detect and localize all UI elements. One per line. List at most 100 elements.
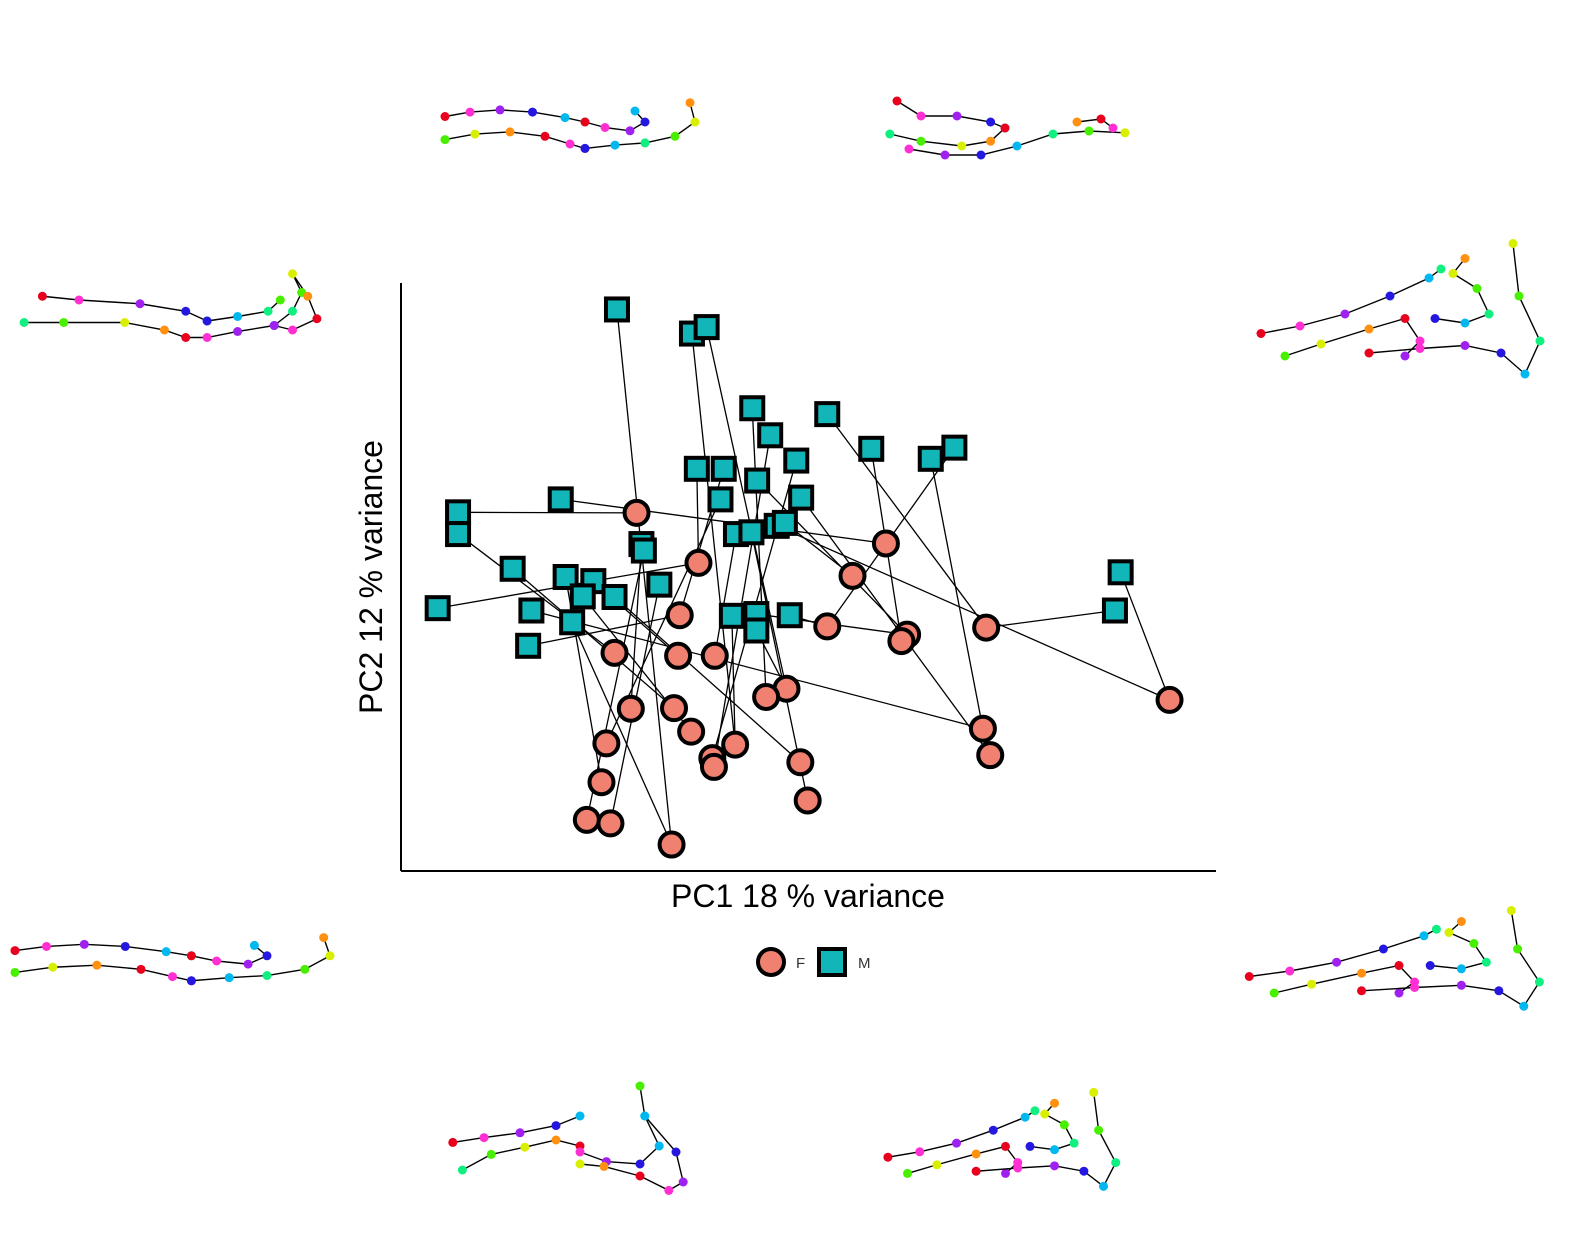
point-f <box>972 613 1001 642</box>
shape-landmark <box>540 131 550 141</box>
shape-landmark <box>440 135 450 145</box>
shape-landmark <box>904 144 914 154</box>
shape-landmark <box>1456 917 1466 926</box>
point-m <box>499 555 526 582</box>
shape-outline <box>579 1085 661 1165</box>
shape-landmark <box>600 123 610 132</box>
shape-landmark <box>1513 944 1523 954</box>
shape-outline <box>579 1115 685 1192</box>
shape-landmark <box>1469 939 1479 948</box>
legend: F M <box>756 947 871 977</box>
shape-landmark <box>319 933 329 943</box>
connector-line <box>751 408 767 697</box>
shape-landmark <box>1111 1158 1121 1168</box>
point-f <box>1155 685 1184 714</box>
shape-landmark <box>678 1177 688 1187</box>
shape-landmark <box>971 1149 981 1159</box>
plot-area <box>400 283 1216 872</box>
shape-landmark <box>37 291 47 301</box>
x-axis-title: PC1 18 % variance <box>671 878 945 914</box>
shape-landmark <box>1120 128 1130 138</box>
connector-line <box>705 326 788 689</box>
shape-landmark <box>269 321 279 330</box>
data-points <box>424 296 1184 859</box>
point-m <box>445 499 472 526</box>
shape-landmark <box>610 140 620 150</box>
shape-landmark <box>671 1147 681 1157</box>
shape-landmark <box>670 131 680 141</box>
shape-landmark <box>168 972 177 982</box>
shape-landmark <box>303 291 313 301</box>
point-f <box>616 694 645 723</box>
point-m <box>646 571 673 598</box>
shape-landmark <box>1460 341 1470 350</box>
point-m <box>547 486 574 513</box>
shape-landmark <box>249 940 259 950</box>
shape-landmark <box>565 139 575 149</box>
shape-landmark <box>1285 966 1295 976</box>
legend-marker-m <box>817 947 847 977</box>
shape-landmark <box>1048 129 1058 139</box>
shape-landmark <box>262 951 272 961</box>
shape-landmark <box>470 129 480 139</box>
point-m <box>603 296 630 323</box>
point-f <box>793 786 822 815</box>
shape-landmark <box>580 117 590 127</box>
shape-landmark <box>1424 273 1434 283</box>
connector-line <box>714 533 737 656</box>
connector-line <box>776 525 1170 701</box>
point-f <box>622 498 651 527</box>
shape-landmark <box>212 956 222 966</box>
shape-landmark <box>1496 348 1506 358</box>
shape-landmark <box>262 971 272 981</box>
shape-landmark <box>1079 1166 1089 1176</box>
shape-landmark <box>202 333 212 342</box>
shape-landmark <box>1099 1181 1108 1191</box>
shape-outline <box>1368 243 1541 376</box>
point-f <box>665 601 694 630</box>
connector-line <box>691 333 736 745</box>
shape-landmark <box>275 295 285 305</box>
shape-landmark <box>1444 928 1454 937</box>
shape-outline <box>1249 928 1437 978</box>
shape-landmark <box>1400 314 1410 323</box>
shape-outline <box>1260 268 1442 335</box>
point-f <box>592 729 621 758</box>
shape-landmark <box>1535 336 1545 346</box>
connector-line <box>614 596 801 763</box>
connector-line <box>528 614 680 647</box>
shape-landmark <box>263 306 273 316</box>
shape-landmark <box>932 1160 942 1170</box>
shape-landmark <box>635 1171 645 1181</box>
shape-landmark <box>288 306 297 316</box>
shape-landmark <box>440 112 450 121</box>
shape-landmark <box>74 295 84 305</box>
shape-landmark <box>1385 291 1395 301</box>
shape-landmark <box>1378 944 1388 954</box>
point-f <box>871 529 900 558</box>
point-m <box>710 455 737 482</box>
shape-landmark <box>92 960 102 970</box>
shape-landmark <box>465 107 475 117</box>
shape-landmark <box>916 111 926 121</box>
point-m <box>743 617 770 644</box>
shape-landmark <box>243 959 253 969</box>
shape-landmark <box>1394 961 1404 970</box>
point-m <box>630 537 657 564</box>
point-m <box>693 314 720 341</box>
shape-landmark <box>1419 931 1429 941</box>
shape-landmark <box>515 1128 525 1138</box>
shape-landmark <box>664 1185 674 1195</box>
point-m <box>518 597 545 624</box>
shape-landmark <box>551 1121 561 1131</box>
shape-landmark <box>1494 986 1504 996</box>
shape-landmark <box>161 947 171 957</box>
connector-line <box>800 497 991 756</box>
shape-landmark <box>1534 977 1544 987</box>
shape-landmark <box>1520 369 1530 379</box>
shape-landmark <box>1089 1087 1099 1097</box>
point-m <box>683 455 710 482</box>
point-m <box>552 564 579 590</box>
shape-landmark <box>186 951 196 961</box>
